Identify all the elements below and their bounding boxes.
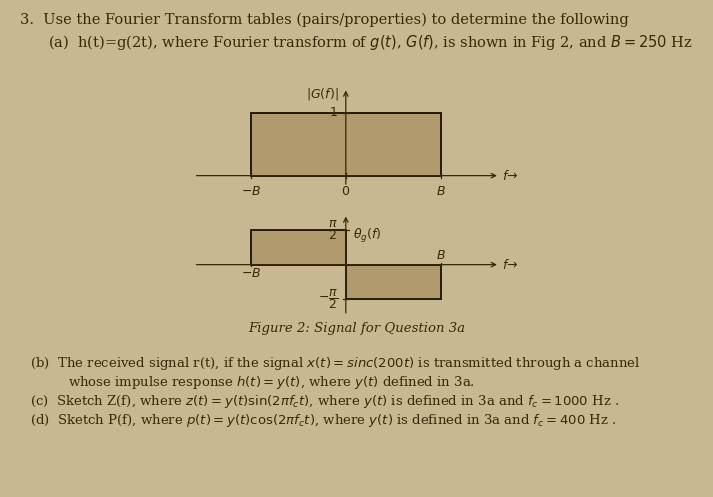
Text: (b)  The received signal r(t), if the signal $x(t) = \mathit{sinc}(200t)$ is tra: (b) The received signal r(t), if the sig… (30, 355, 640, 372)
Text: $0$: $0$ (342, 185, 350, 198)
Text: $f\!\rightarrow$: $f\!\rightarrow$ (502, 168, 518, 182)
Text: $|G(f)|$: $|G(f)|$ (306, 86, 338, 102)
Text: $-\dfrac{\pi}{2}$: $-\dfrac{\pi}{2}$ (318, 287, 338, 311)
Text: whose impulse response $h(t) = y(t)$, where $y(t)$ defined in 3a.: whose impulse response $h(t) = y(t)$, wh… (68, 374, 475, 391)
Text: $B$: $B$ (436, 249, 446, 262)
Text: $1$: $1$ (329, 106, 338, 119)
Text: $-B$: $-B$ (240, 185, 261, 198)
Bar (251, 113, 441, 175)
Text: Figure 2: Signal for Question 3a: Figure 2: Signal for Question 3a (248, 322, 465, 335)
Text: (a)  h(t)=g(2t), where Fourier transform of $g(t)$, $G(f)$, is shown in Fig 2, a: (a) h(t)=g(2t), where Fourier transform … (48, 33, 694, 52)
Text: (c)  Sketch Z(f), where $z(t) = y(t)\sin(2\pi f_c t)$, where $y(t)$ is defined i: (c) Sketch Z(f), where $z(t) = y(t)\sin(… (30, 393, 620, 410)
Text: 3.  Use the Fourier Transform tables (pairs/properties) to determine the followi: 3. Use the Fourier Transform tables (pai… (20, 13, 629, 27)
Bar (251, 230, 346, 264)
Text: $\theta_g(f)$: $\theta_g(f)$ (354, 227, 382, 245)
Bar (346, 264, 441, 299)
Text: $\dfrac{\pi}{2}$: $\dfrac{\pi}{2}$ (328, 218, 338, 242)
Text: (d)  Sketch P(f), where $p(t) = y(t)\cos(2\pi f_c t)$, where $y(t)$ is defined i: (d) Sketch P(f), where $p(t) = y(t)\cos(… (30, 412, 617, 428)
Text: $-B$: $-B$ (240, 267, 261, 280)
Text: $f\!\rightarrow$: $f\!\rightarrow$ (502, 257, 518, 272)
Text: $B$: $B$ (436, 185, 446, 198)
